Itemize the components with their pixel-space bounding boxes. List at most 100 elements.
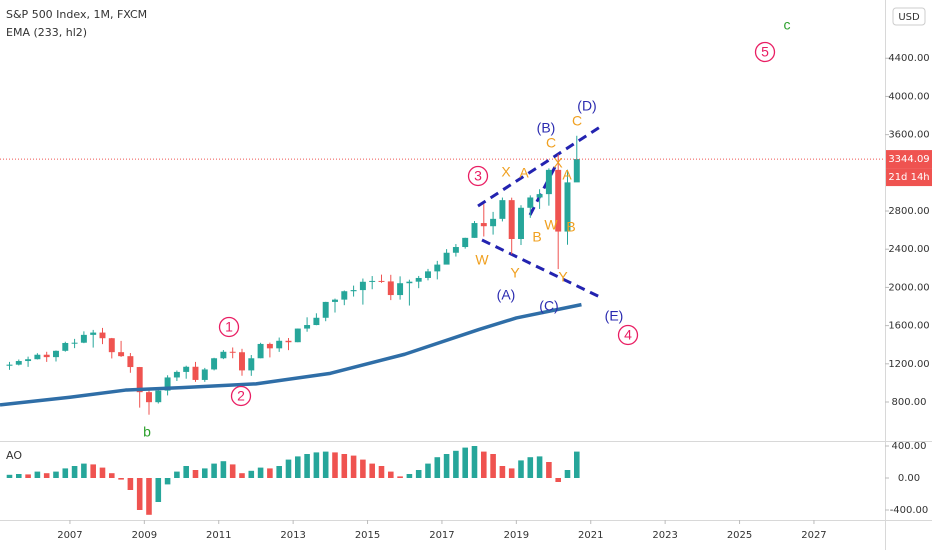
ao-bar [350,455,357,478]
x-tick-label: 2025 [727,530,752,541]
wave-label: 1 [225,319,233,335]
candle-body [6,364,13,366]
ao-bar [174,471,180,478]
ao-bar [527,457,534,478]
ao-bar [322,451,329,478]
ao-bar [406,474,413,478]
wave-label: A [519,165,529,181]
ao-bar [518,460,524,478]
candle-body [462,237,469,248]
candle-body [248,358,255,371]
candle-body [452,247,459,253]
candle-body [415,277,422,282]
candle-body [425,271,431,278]
ao-bar [388,471,394,478]
wave-label: B [566,219,575,235]
ao-bar [220,461,227,478]
candle-body [71,342,78,344]
wave-label: b [143,424,151,440]
ao-bar [481,451,487,478]
ao-bar [564,470,571,478]
y-tick-label: 2400.00 [888,244,929,255]
candle-body [369,280,376,282]
candle-body [434,264,441,272]
ao-bar [295,456,301,478]
candle-body [34,354,41,360]
candle-body [313,317,320,326]
y-tick-label: 1200.00 [888,359,929,370]
candle-body [266,343,273,349]
ao-bar [453,450,459,478]
wave-circle [218,316,240,338]
candle-body [499,200,506,219]
ao-bar [211,463,217,478]
ao-bar [90,464,96,478]
wave-circle [617,324,639,346]
ao-bar [127,478,134,490]
candle-body [555,169,562,232]
ao-bar [332,452,338,478]
ao-bar [183,466,189,478]
ao-bar [490,454,496,478]
y-tick-label: 400.00 [892,441,927,452]
currency[interactable]: USD [898,12,920,23]
candle-body [173,371,180,378]
ema-legend: EMA (233, hl2) [6,26,87,39]
ao-title: AO [6,449,22,462]
ao-bar [108,473,115,478]
ao-bar [536,456,543,478]
currency-box[interactable] [892,7,926,26]
candle-body [518,207,524,240]
x-tick-label: 2013 [280,530,305,541]
ao-bar [201,468,208,478]
wave-label: (C) [539,298,558,314]
chart-title: S&P 500 Index, 1M, FXCM [6,8,147,21]
candle-body [387,281,394,296]
countdown-box [886,168,932,187]
ao-bar [369,463,375,478]
ao-bar [285,459,292,478]
candle-body [136,367,143,393]
wave-label: (D) [577,98,596,114]
candle-body [406,281,413,284]
y-tick-label: 4000.00 [888,91,929,102]
ao-bar [313,452,320,478]
candle-body [294,328,301,343]
wave-label: A [562,167,572,183]
ao-bar [164,478,171,485]
ema-line [0,302,582,407]
x-tick-label: 2009 [132,530,157,541]
candle-body [359,281,366,291]
candle-body [183,366,190,372]
candle-body [397,283,404,296]
candle-body [25,359,32,362]
y-tick-label: 2000.00 [888,282,929,293]
countdown-label: 21d 14h [888,172,929,183]
wave-circle [467,165,489,187]
candle-body [220,351,227,359]
ao-bar [276,466,282,478]
candle-body [257,343,264,359]
ao-bar [43,473,50,478]
ao-bar [397,476,403,478]
candle-body [508,200,515,240]
candle-body [211,358,218,370]
ao-bar [555,478,561,482]
lower-trendline [481,238,603,300]
ao-bar [499,466,506,478]
candle-body [90,332,97,335]
candle-body [322,301,329,318]
ao-bar [62,468,69,478]
ao-bar [155,478,162,502]
ao-bar [443,454,450,478]
y-tick-label: -400.00 [890,505,929,516]
wave-label: X [501,164,511,180]
ao-bar [378,466,385,478]
wave-label: 2 [237,388,245,404]
candle-body [536,194,543,198]
candle-body [332,299,338,302]
wave-label: (E) [605,308,624,324]
wave-label: (B) [537,120,556,136]
candle-body [146,392,152,403]
y-tick-label: 800.00 [892,397,927,408]
